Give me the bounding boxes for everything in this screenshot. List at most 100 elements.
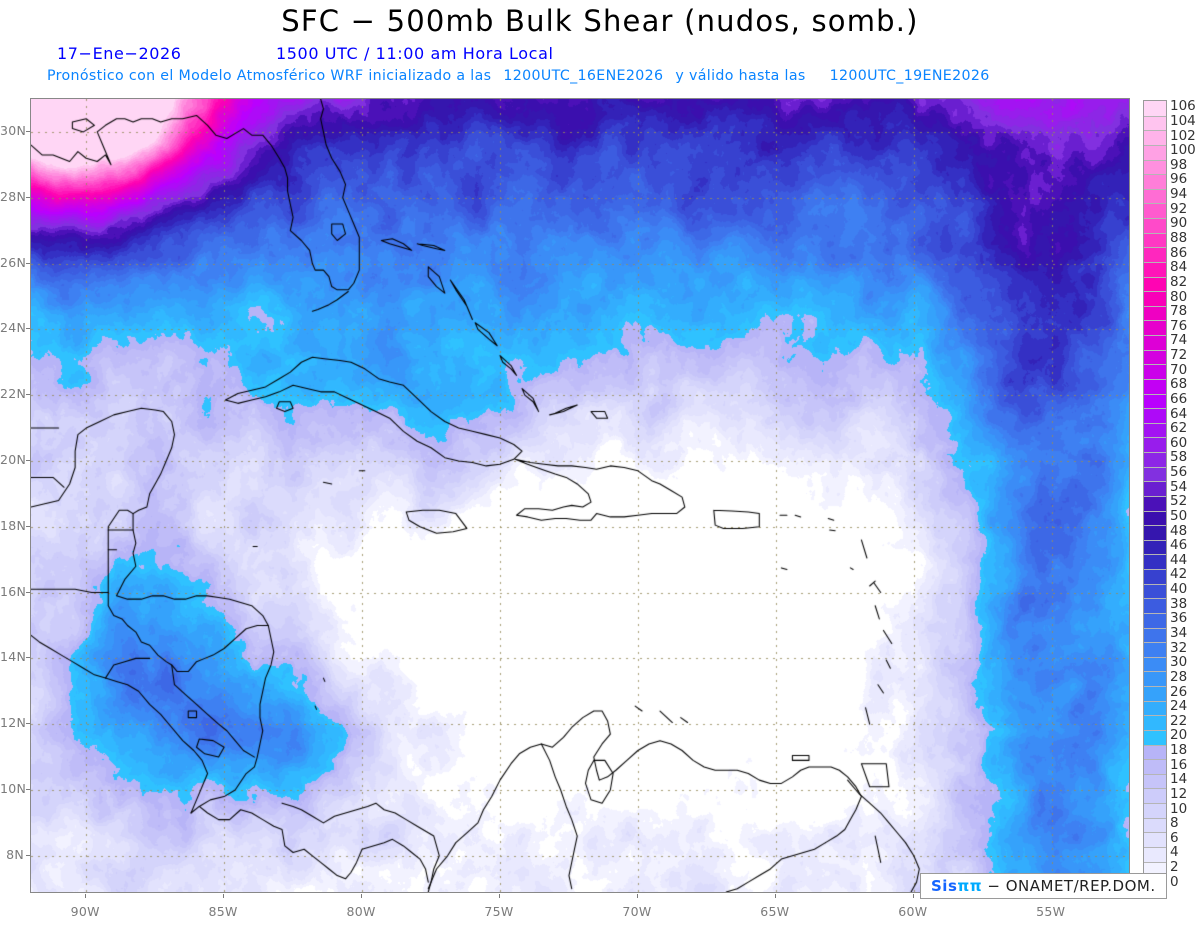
- lon-tick-mark: [774, 894, 776, 898]
- colorbar-swatch: [1144, 773, 1166, 789]
- colorbar-swatch: [1144, 846, 1166, 862]
- agency-logo: Sis ππ − ONAMET/REP.DOM.: [920, 873, 1167, 899]
- model-valid-time: 1200UTC_19ENE2026: [829, 68, 990, 84]
- colorbar-tick-label: 104: [1170, 112, 1196, 129]
- lat-tick-label: 26N: [0, 254, 27, 270]
- colorbar-swatch: [1144, 656, 1166, 672]
- colorbar-tick-label: 28: [1170, 668, 1188, 685]
- colorbar-tick-label: 58: [1170, 449, 1188, 466]
- colorbar-swatch: [1144, 305, 1166, 321]
- colorbar-swatch: [1144, 349, 1166, 365]
- lon-tick-label: 65W: [760, 904, 790, 919]
- colorbar-swatch: [1144, 276, 1166, 292]
- colorbar-swatch: [1144, 612, 1166, 628]
- colorbar-tick-label: 2: [1170, 859, 1179, 876]
- colorbar-swatch: [1144, 686, 1166, 701]
- lat-tick-label: 18N: [0, 517, 27, 533]
- colorbar-swatch: [1144, 642, 1166, 657]
- colorbar-tick-label: 46: [1170, 537, 1188, 554]
- colorbar-tick-label: 54: [1170, 478, 1188, 495]
- colorbar-tick-label: 24: [1170, 698, 1188, 715]
- colorbar-tick-label: 38: [1170, 595, 1188, 612]
- colorbar-tick-label: 52: [1170, 493, 1188, 510]
- colorbar-tick-label: 32: [1170, 639, 1188, 656]
- colorbar-swatch: [1144, 291, 1166, 306]
- colorbar-swatch: [1144, 393, 1166, 409]
- colorbar-tick-label: 20: [1170, 727, 1188, 744]
- colorbar-tick-label: 14: [1170, 771, 1188, 788]
- lat-tick-mark: [26, 394, 30, 396]
- colorbar-swatch: [1144, 671, 1166, 686]
- lat-tick-label: 24N: [0, 320, 27, 336]
- colorbar-tick-label: 4: [1170, 844, 1179, 861]
- lat-tick-label: 14N: [0, 649, 27, 665]
- page-title: SFC − 500mb Bulk Shear (nudos, somb.): [281, 4, 919, 38]
- weather-map[interactable]: [30, 98, 1130, 893]
- colorbar-swatch: [1144, 320, 1166, 335]
- header-line-model: Pronóstico con el Modelo Atmosférico WRF…: [47, 68, 1197, 88]
- colorbar-tick-label: 80: [1170, 288, 1188, 305]
- colorbar-swatch: [1144, 466, 1166, 482]
- logo-org-text: − ONAMET/REP.DOM.: [987, 877, 1156, 895]
- colorbar-tick-label: 74: [1170, 332, 1188, 349]
- lat-tick-label: 10N: [0, 780, 27, 796]
- colorbar-tick-label: 56: [1170, 464, 1188, 481]
- colorbar-tick-label: 94: [1170, 186, 1188, 203]
- colorbar-tick-label: 90: [1170, 215, 1188, 232]
- colorbar-tick-label: 92: [1170, 200, 1188, 217]
- colorbar-swatch: [1144, 525, 1166, 540]
- lon-tick-label: 90W: [70, 904, 100, 919]
- colorbar-swatch: [1144, 130, 1166, 145]
- colorbar-swatch: [1144, 335, 1166, 350]
- logo-pi-icon: ππ: [957, 877, 983, 895]
- colorbar-swatch: [1144, 422, 1166, 438]
- colorbar-tick-label: 42: [1170, 566, 1188, 583]
- colorbar-tick-label: 86: [1170, 244, 1188, 261]
- colorbar-tick-label: 16: [1170, 756, 1188, 773]
- lon-tick-label: 80W: [346, 904, 376, 919]
- lat-tick-label: 8N: [6, 846, 24, 862]
- colorbar-swatch: [1144, 598, 1166, 613]
- colorbar-swatch: [1144, 144, 1166, 160]
- colorbar-swatch: [1144, 832, 1166, 847]
- lon-tick-mark: [498, 894, 500, 898]
- lat-tick-label: 30N: [0, 122, 27, 138]
- lat-tick-label: 28N: [0, 188, 27, 204]
- colorbar-tick-label: 12: [1170, 785, 1188, 802]
- lon-tick-label: 75W: [484, 904, 514, 919]
- header-line-datetime: 17−Ene−2026 1500 UTC / 11:00 am Hora Loc…: [0, 44, 1200, 66]
- colorbar-tick-label: 66: [1170, 390, 1188, 407]
- lon-tick-mark: [912, 894, 914, 898]
- lat-tick-mark: [26, 525, 30, 527]
- colorbar-tick-label: 10: [1170, 800, 1188, 817]
- colorbar-swatch: [1144, 364, 1166, 379]
- model-text-part2: y válido hasta las: [675, 68, 806, 84]
- colorbar-swatch: [1144, 481, 1166, 496]
- lat-tick-mark: [26, 130, 30, 132]
- colorbar-tick-label: 68: [1170, 376, 1188, 393]
- lat-tick-mark: [26, 723, 30, 725]
- colorbar-swatch: [1144, 583, 1166, 599]
- colorbar-tick-label: 76: [1170, 317, 1188, 334]
- colorbar-swatch: [1144, 261, 1166, 277]
- colorbar-tick-label: 98: [1170, 156, 1188, 173]
- colorbar-swatch: [1144, 539, 1166, 555]
- logo-sis-text: Sis: [931, 877, 958, 895]
- colorbar-swatch: [1144, 203, 1166, 218]
- colorbar-tick-label: 48: [1170, 522, 1188, 539]
- colorbar-swatch: [1144, 788, 1166, 803]
- colorbar-tick-label: 102: [1170, 127, 1196, 144]
- colorbar-swatch: [1144, 101, 1166, 116]
- lat-tick-mark: [26, 788, 30, 790]
- colorbar[interactable]: [1143, 100, 1167, 892]
- colorbar-swatch: [1144, 510, 1166, 526]
- colorbar-swatch: [1144, 452, 1166, 467]
- colorbar-swatch: [1144, 408, 1166, 423]
- forecast-date: 17−Ene−2026: [57, 44, 182, 63]
- colorbar-swatch: [1144, 115, 1166, 131]
- lon-tick-label: 85W: [208, 904, 238, 919]
- colorbar-tick-label: 18: [1170, 742, 1188, 759]
- lon-tick-label: 70W: [622, 904, 652, 919]
- colorbar-labels: 106 104 102 100 98 96 94 92 90 88 86 84 82 80 78 76 74 72…: [1170, 100, 1200, 890]
- lon-tick-mark: [361, 894, 363, 898]
